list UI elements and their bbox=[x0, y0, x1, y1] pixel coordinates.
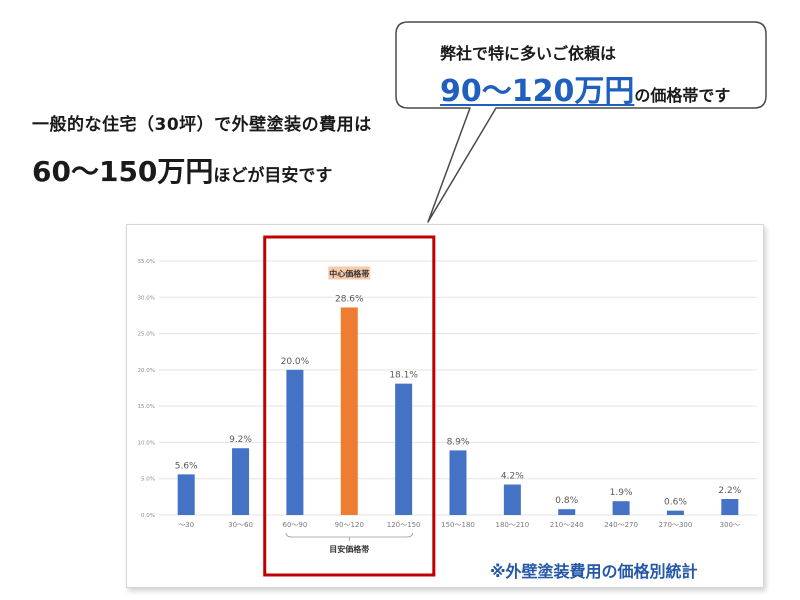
range-highlight-box bbox=[263, 235, 436, 577]
data-label: 0.6% bbox=[664, 498, 687, 508]
callout-line2: 90～120万円の価格帯です bbox=[440, 66, 730, 110]
bar-chart: 0.0% 5.0% 10.0% 15.0% 20.0% 25.0% 30.0% 35.0% 5.… bbox=[138, 235, 757, 577]
category-label: 90～120 bbox=[335, 521, 364, 529]
data-label: 1.9% bbox=[610, 488, 633, 498]
bar bbox=[232, 448, 250, 515]
category-label: 180～210 bbox=[495, 521, 529, 529]
bar bbox=[395, 383, 413, 515]
bar bbox=[177, 474, 195, 515]
category-label: 210～240 bbox=[550, 521, 584, 529]
highlight-label: 中心価格帯 bbox=[329, 268, 369, 278]
highlight-label-bg bbox=[328, 266, 371, 280]
callout-highlight-range: 90～120万円 bbox=[440, 74, 635, 109]
data-label: 5.6% bbox=[175, 461, 198, 471]
y-tick-label: 20.0% bbox=[138, 368, 155, 374]
headline-line1: 一般的な住宅（30坪）で外壁塗装の費用は bbox=[32, 115, 372, 135]
bar bbox=[449, 450, 467, 515]
y-tick-label: 35.0% bbox=[138, 259, 155, 265]
footnote: ※外壁塗装費用の価格別統計 bbox=[490, 562, 698, 581]
y-tick-label: 25.0% bbox=[138, 332, 155, 338]
bar bbox=[666, 510, 684, 515]
category-label: 60～90 bbox=[282, 521, 307, 529]
range-bracket bbox=[285, 532, 414, 538]
callout-line2-suffix: の価格帯です bbox=[634, 86, 731, 105]
category-label: 240～270 bbox=[604, 521, 638, 529]
bar bbox=[503, 484, 521, 515]
bar bbox=[721, 499, 739, 515]
chart-panel: 0.0% 5.0% 10.0% 15.0% 20.0% 25.0% 30.0% 35.0% 5.… bbox=[126, 224, 764, 588]
y-tick-label: 30.0% bbox=[138, 295, 155, 301]
y-tick-label: 10.0% bbox=[138, 440, 155, 446]
bar bbox=[612, 501, 630, 515]
headline-line2: 60～150万円ほどが目安です bbox=[32, 150, 332, 190]
data-label: 2.2% bbox=[718, 486, 741, 496]
category-label: 30～60 bbox=[228, 521, 253, 529]
category-label: 270～300 bbox=[659, 521, 693, 529]
data-label: 9.2% bbox=[229, 435, 252, 445]
bar bbox=[340, 307, 358, 515]
category-label: ～30 bbox=[178, 521, 194, 529]
y-tick-label: 5.0% bbox=[141, 477, 155, 483]
bar bbox=[558, 509, 576, 515]
data-label: 8.9% bbox=[447, 437, 470, 447]
category-label: 120～150 bbox=[387, 521, 421, 529]
y-tick-label: 15.0% bbox=[138, 404, 155, 410]
range-label: 目安価格帯 bbox=[329, 544, 369, 554]
callout-bubble-shape bbox=[395, 21, 767, 223]
callout-bubble bbox=[395, 21, 767, 223]
bar bbox=[286, 369, 304, 515]
data-label: 18.1% bbox=[389, 371, 418, 381]
category-label: 150～180 bbox=[441, 521, 475, 529]
cost-range-suffix: ほどが目安です bbox=[213, 166, 333, 186]
cost-range-text: 60～150万円 bbox=[32, 155, 214, 188]
data-label: 20.0% bbox=[281, 357, 310, 367]
data-label: 0.8% bbox=[555, 496, 578, 506]
callout-line1: 弊社で特に多いご依頼は bbox=[440, 44, 617, 63]
y-tick-label: 0.0% bbox=[141, 513, 155, 519]
category-label: 300～ bbox=[720, 521, 740, 529]
data-label: 28.6% bbox=[335, 294, 364, 304]
data-label: 4.2% bbox=[501, 472, 524, 482]
